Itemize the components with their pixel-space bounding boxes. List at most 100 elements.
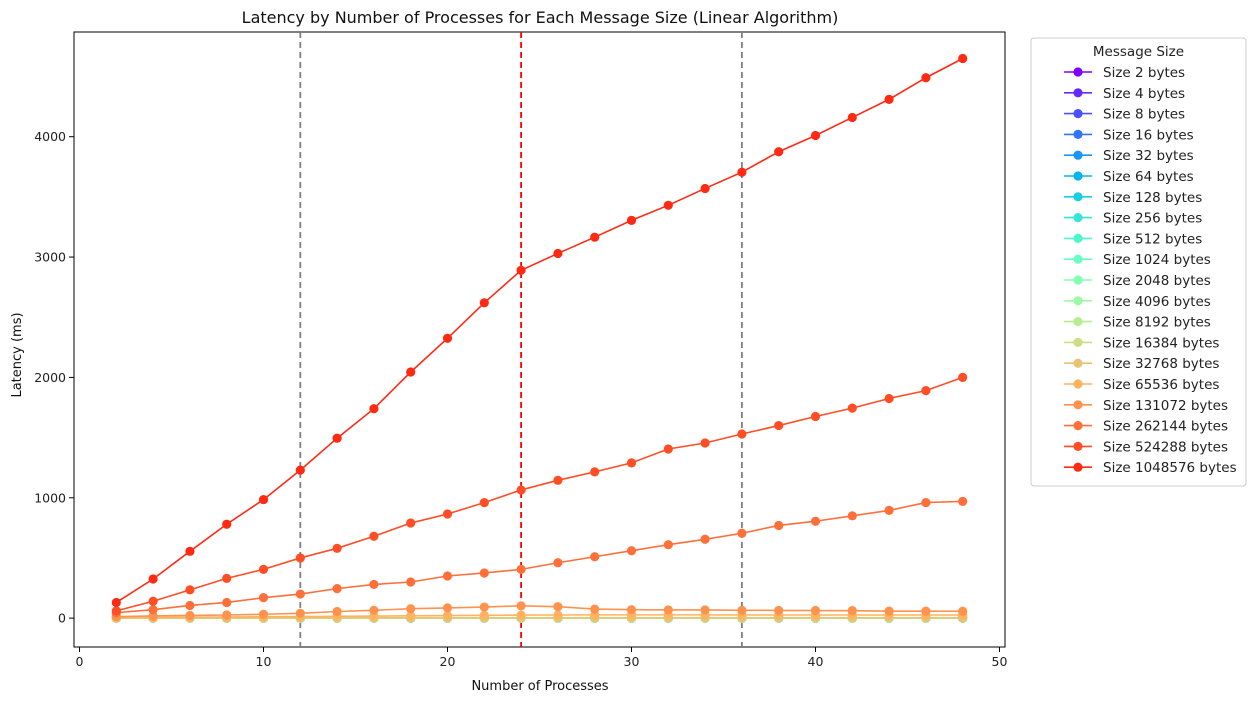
data-point [553, 610, 563, 620]
x-tick-label: 10 [256, 654, 272, 669]
legend-label: Size 8192 bytes [1103, 315, 1211, 331]
data-point [369, 605, 379, 615]
legend-label: Size 512 bytes [1103, 231, 1202, 247]
y-tick-label: 3000 [34, 250, 66, 265]
data-point [148, 596, 158, 606]
data-point [406, 518, 416, 528]
data-point [884, 606, 894, 616]
data-point [148, 605, 158, 615]
series-line [115, 57, 964, 604]
data-point [626, 215, 637, 225]
legend-label: Size 64 bytes [1103, 169, 1194, 185]
data-point [332, 433, 342, 443]
legend-item: Size 512 bytes [1064, 231, 1202, 247]
legend-marker [1073, 192, 1083, 202]
data-point [590, 552, 600, 562]
legend-item: Size 65536 bytes [1064, 377, 1219, 393]
data-point [295, 465, 305, 475]
data-point [663, 605, 673, 615]
data-point [222, 519, 232, 529]
data-point [847, 511, 857, 521]
legend-label: Size 32 bytes [1103, 148, 1194, 164]
series-16 [111, 601, 968, 622]
data-point [479, 568, 489, 578]
legend-label: Size 2 bytes [1103, 65, 1185, 81]
legend-marker [1073, 213, 1083, 223]
legend-label: Size 16 bytes [1103, 127, 1194, 143]
legend-marker [1073, 358, 1083, 368]
data-point [442, 603, 453, 613]
series-line [116, 605, 963, 618]
legend-marker [1073, 441, 1083, 451]
data-point [700, 605, 710, 615]
data-point [295, 608, 305, 618]
data-point [958, 606, 968, 616]
data-point [442, 509, 453, 519]
y-tick-label: 1000 [34, 490, 66, 505]
data-point [222, 597, 232, 608]
data-point [663, 540, 673, 550]
data-point [810, 130, 821, 141]
legend-item: Size 8192 bytes [1064, 315, 1211, 331]
data-point [590, 467, 600, 477]
legend-marker [1073, 67, 1083, 77]
legend-label: Size 128 bytes [1103, 190, 1202, 206]
legend-label: Size 16384 bytes [1103, 335, 1219, 351]
legend-marker [1073, 150, 1083, 160]
data-point [884, 505, 894, 516]
data-point [369, 404, 379, 414]
data-point [774, 147, 784, 157]
legend-item: Size 256 bytes [1064, 211, 1202, 227]
axes-frame [73, 31, 1006, 648]
x-tick-label: 30 [624, 654, 640, 669]
data-point [847, 606, 857, 616]
data-point [185, 600, 195, 611]
x-axis-label: Number of Processes [471, 679, 608, 694]
data-point [921, 73, 931, 83]
plot-content [111, 32, 968, 647]
legend-marker [1073, 233, 1083, 243]
legend-marker [1073, 275, 1083, 285]
data-point [185, 610, 195, 621]
legend-label: Size 1024 bytes [1103, 252, 1211, 268]
data-point [626, 605, 637, 615]
legend-item: Size 2048 bytes [1064, 273, 1211, 289]
legend-item: Size 524288 bytes [1064, 439, 1228, 455]
data-point [479, 497, 489, 508]
data-point [111, 606, 121, 616]
data-point [185, 546, 195, 556]
legend-box [1030, 37, 1247, 487]
legend-item: Size 1048576 bytes [1064, 460, 1237, 476]
legend-item: Size 4096 bytes [1064, 294, 1211, 310]
data-point [479, 298, 489, 308]
legend-label: Size 4096 bytes [1103, 294, 1211, 310]
data-point [553, 475, 563, 485]
data-point [516, 601, 526, 611]
y-tick-label: 4000 [34, 129, 66, 144]
series-line [116, 500, 963, 614]
legend-marker [1073, 317, 1083, 327]
legend-item: Size 4 bytes [1064, 86, 1185, 102]
legend-marker [1073, 337, 1083, 347]
x-tick-label: 20 [440, 654, 456, 669]
data-point [590, 604, 600, 614]
legend-marker [1073, 421, 1083, 431]
legend-marker [1073, 296, 1083, 306]
data-point [847, 112, 857, 123]
x-tick-label: 40 [808, 654, 824, 669]
data-point [884, 94, 894, 104]
series-19 [111, 53, 968, 608]
legend-label: Size 256 bytes [1103, 211, 1202, 227]
data-point [148, 574, 158, 584]
data-point [737, 167, 747, 177]
chart-title: Latency by Number of Processes for Each … [242, 8, 839, 27]
data-point [406, 577, 416, 587]
data-point [700, 438, 710, 448]
data-point [516, 265, 526, 275]
data-point [442, 571, 453, 581]
data-point [810, 605, 821, 616]
legend-marker [1073, 129, 1083, 139]
legend-item: Size 16384 bytes [1064, 335, 1219, 351]
y-tick-label: 0 [58, 611, 66, 626]
